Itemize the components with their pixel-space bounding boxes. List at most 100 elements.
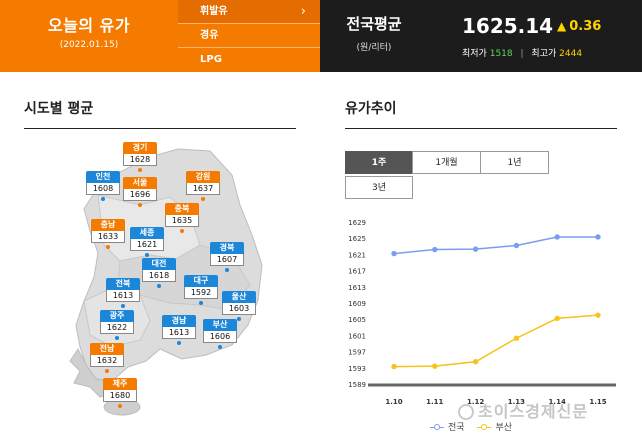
price-trend-title: 유가추이 [345,101,397,117]
region-marker [180,229,184,233]
region-marker [121,304,125,308]
data-point [595,312,601,318]
page-title: 오늘의 유가 [47,16,131,35]
fuel-type-menu: 휘발유 › 경유 LPG [178,0,320,72]
region-marker [118,404,122,408]
region-name: 부산 [203,319,237,331]
region-name: 충남 [91,219,125,231]
watermark: 초이스경제신문 [478,402,589,421]
region-marker [218,345,222,349]
region-gyeongnam[interactable]: 경남 1613 [162,315,196,345]
region-price: 1633 [91,231,125,243]
legend-item: 전국 [430,420,465,433]
region-name: 대구 [184,275,218,287]
region-name: 충북 [165,203,199,215]
max-price-value: 2444 [559,49,583,59]
data-point [554,315,560,322]
region-chungnam[interactable]: 충남 1633 [91,219,125,249]
y-tick-label: 1625 [348,235,366,243]
x-tick-label: 1.11 [426,398,443,406]
period-tab-1week[interactable]: 1주 [345,151,413,174]
chevron-right-icon: › [300,4,306,19]
price-trend-chart: 1589 1593 1597 1601 1605 1609 1613 1617 1621 1625… [348,219,616,406]
region-marker [177,341,181,345]
x-tick-label: 1.12 [467,398,484,406]
x-tick-label: 1.10 [385,398,402,406]
region-marker [157,284,161,288]
series-line [393,314,599,368]
region-price: 1608 [86,183,120,195]
region-name: 전북 [106,278,140,290]
legend-label: 부산 [495,423,512,433]
region-name: 울산 [222,291,256,303]
data-point [554,234,560,240]
region-sejong[interactable]: 세종 1621 [130,227,164,257]
data-point [472,246,479,252]
separator: | [520,49,524,59]
region-chungbuk[interactable]: 충북 1635 [165,203,199,233]
region-daejeon[interactable]: 대전 1618 [142,258,176,288]
x-tick-label: 1.15 [589,398,606,406]
region-gwangju[interactable]: 광주 1622 [100,310,134,340]
region-price: 1696 [123,189,157,201]
region-marker [225,268,229,272]
y-tick-label: 1601 [348,332,366,340]
region-daegu[interactable]: 대구 1592 [184,275,218,305]
data-point [513,242,520,249]
data-point [513,335,520,341]
region-price: 1622 [100,322,134,334]
y-tick-label: 1593 [348,365,366,373]
fuel-tab-lpg[interactable]: LPG [178,48,320,72]
region-price: 1606 [203,331,237,343]
period-tab-3year[interactable]: 3년 [345,176,413,199]
region-jeonbuk[interactable]: 전북 1613 [106,278,140,308]
region-ulsan[interactable]: 울산 1603 [222,291,256,321]
region-price: 1592 [184,287,218,299]
divider [345,128,617,129]
period-tab-1month[interactable]: 1개월 [412,151,481,174]
region-price: 1632 [90,355,124,367]
region-name: 대전 [142,258,176,270]
region-name: 광주 [100,310,134,322]
unit-label: (원/리터) [356,43,392,53]
region-price: 1618 [142,270,176,282]
region-marker [237,317,241,321]
regional-average-title: 시도별 평균 [24,101,94,117]
fuel-tab-diesel[interactable]: 경유 [178,24,320,48]
fuel-tab-gasoline[interactable]: 휘발유 › [178,0,320,24]
date-label: (2022.01.15) [59,40,119,50]
region-price: 1637 [186,183,220,195]
data-point [595,234,601,240]
region-jeju[interactable]: 제주 1680 [103,378,137,408]
data-point [391,250,397,257]
min-price-label: 최저가 [462,49,487,59]
region-name: 경북 [210,242,244,254]
region-marker [106,245,110,249]
divider [24,128,296,129]
region-incheon[interactable]: 인천 1608 [86,171,120,201]
region-marker [201,197,205,201]
series-line [393,236,598,255]
period-tab-1year[interactable]: 1년 [480,151,549,174]
y-tick-label: 1589 [348,381,366,389]
data-point [391,363,397,370]
region-marker [101,197,105,201]
korea-map-shape [69,148,263,416]
region-price: 1613 [106,290,140,302]
y-tick-label: 1613 [348,284,366,292]
region-gyeongbuk[interactable]: 경북 1607 [210,242,244,272]
region-gangwon[interactable]: 강원 1637 [186,171,220,201]
region-seoul[interactable]: 서울 1696 [123,177,157,207]
region-price: 1680 [103,390,137,402]
fuel-tab-label: 휘발유 [200,6,228,17]
region-price: 1603 [222,303,256,315]
region-gyeonggi[interactable]: 경기 1628 [123,142,157,172]
korea-map: 경기 1628 인천 1608 서울 1696 강원 1637 충북 1635 충남 163… [0,135,320,442]
fuel-tab-label: 경유 [200,30,219,41]
fuel-tab-label: LPG [200,54,222,65]
region-busan[interactable]: 부산 1606 [203,319,237,349]
region-marker [138,168,142,172]
region-price: 1613 [162,327,196,339]
region-price: 1635 [165,215,199,227]
region-jeonnam[interactable]: 전남 1632 [90,343,124,373]
